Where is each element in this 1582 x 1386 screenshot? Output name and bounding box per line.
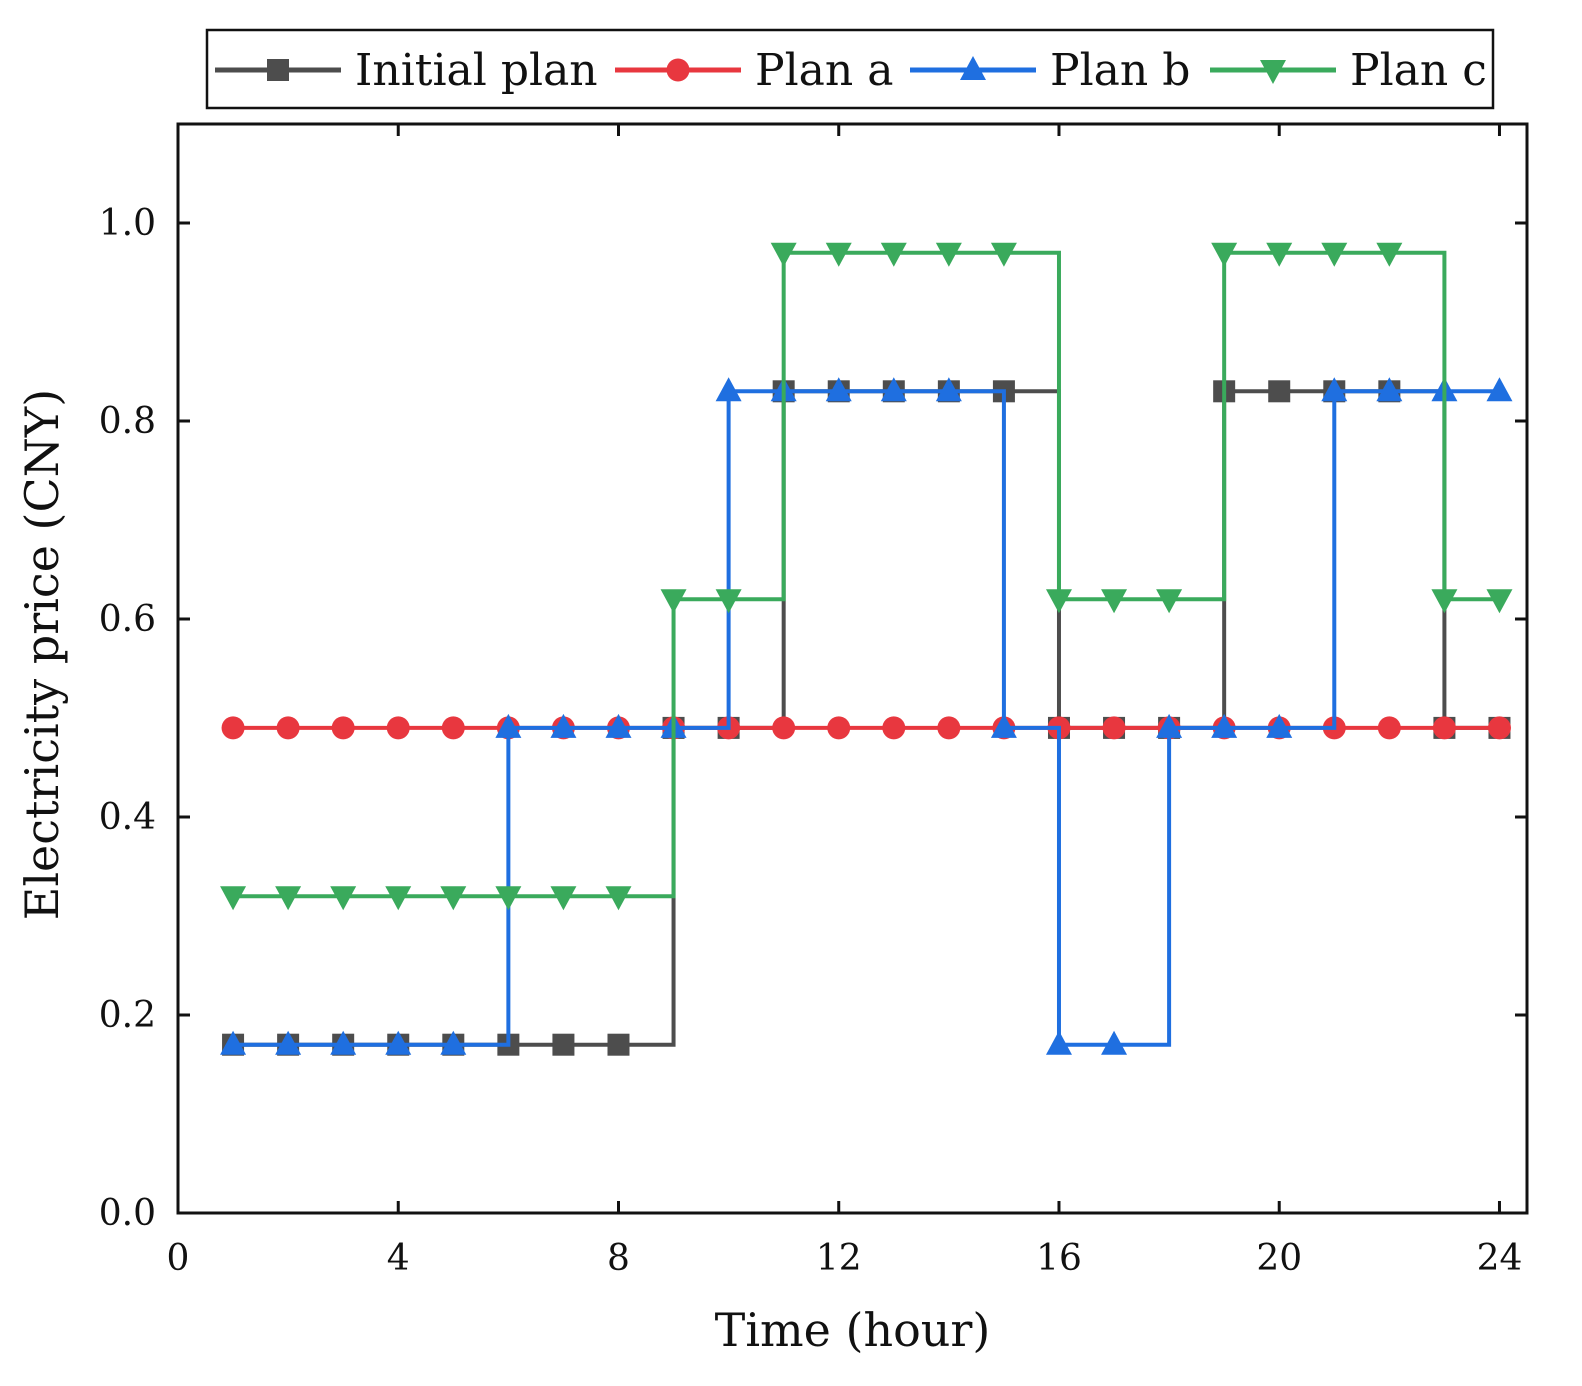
data-point bbox=[1487, 716, 1511, 740]
data-point bbox=[990, 242, 1017, 267]
y-axis-title: Electricity price (CNY) bbox=[15, 389, 69, 921]
data-point bbox=[827, 716, 851, 740]
data-point bbox=[715, 377, 742, 402]
y-tick-label: 0.8 bbox=[99, 401, 156, 442]
data-point bbox=[440, 886, 467, 911]
series-line bbox=[233, 389, 1500, 1047]
legend-item: Plan a bbox=[615, 45, 893, 96]
plot-frame bbox=[176, 122, 1529, 1215]
legend-marker bbox=[666, 58, 690, 82]
series-line bbox=[233, 389, 1500, 1047]
legend: Initial plan Plan a Plan b Plan c bbox=[205, 28, 1495, 110]
x-tick-label: 8 bbox=[607, 1238, 630, 1279]
data-point bbox=[1321, 242, 1348, 267]
data-point bbox=[1102, 716, 1126, 740]
data-point bbox=[1266, 242, 1293, 267]
data-point bbox=[1376, 242, 1403, 267]
x-tick-label: 24 bbox=[1477, 1238, 1523, 1279]
series-initial-plan bbox=[222, 380, 1511, 1056]
x-axis-title: Time (hour) bbox=[715, 1303, 991, 1357]
data-point bbox=[605, 886, 632, 911]
legend-marker bbox=[1260, 60, 1286, 84]
data-point bbox=[935, 377, 962, 402]
data-point bbox=[770, 242, 797, 267]
data-point bbox=[221, 716, 245, 740]
data-point bbox=[1211, 713, 1238, 738]
data-point bbox=[275, 1030, 302, 1055]
data-point bbox=[550, 886, 577, 911]
legend-label: Plan b bbox=[1050, 45, 1190, 96]
data-point bbox=[1377, 716, 1401, 740]
data-point bbox=[772, 716, 796, 740]
data-point bbox=[825, 242, 852, 267]
data-point bbox=[660, 589, 687, 614]
data-point bbox=[1156, 713, 1183, 738]
data-point bbox=[1045, 1030, 1072, 1055]
legend-item: Plan c bbox=[1210, 45, 1487, 96]
data-point bbox=[880, 242, 907, 267]
data-point bbox=[825, 377, 852, 402]
y-tick-label: 0.4 bbox=[99, 797, 156, 838]
y-tick-label: 0.2 bbox=[99, 995, 156, 1036]
data-point bbox=[937, 716, 961, 740]
legend-label: Initial plan bbox=[355, 45, 598, 96]
data-point bbox=[330, 1030, 357, 1055]
data-point bbox=[1101, 589, 1128, 614]
series-plan-b bbox=[220, 377, 1513, 1055]
data-point bbox=[552, 1033, 575, 1056]
data-point bbox=[550, 713, 577, 738]
data-point bbox=[880, 377, 907, 402]
data-point bbox=[1211, 242, 1238, 267]
legend-marker bbox=[960, 56, 986, 80]
data-point bbox=[1268, 380, 1291, 403]
data-point bbox=[605, 713, 632, 738]
x-tick-label: 20 bbox=[1256, 1238, 1302, 1279]
legend-item: Plan b bbox=[910, 45, 1190, 96]
data-point bbox=[495, 886, 522, 911]
data-point bbox=[276, 716, 300, 740]
data-point bbox=[1486, 377, 1513, 402]
y-tick-label: 0.0 bbox=[99, 1193, 156, 1234]
data-point bbox=[882, 716, 906, 740]
data-point bbox=[331, 716, 355, 740]
data-point bbox=[607, 1033, 630, 1056]
data-point bbox=[495, 713, 522, 738]
axes: 0 4 8 12 16 20 24 0.0 0.2 0.4 0.6 0.8 1.0 bbox=[99, 124, 1527, 1279]
data-point bbox=[715, 589, 742, 614]
data-point bbox=[1101, 1030, 1128, 1055]
x-tick-label: 4 bbox=[387, 1238, 410, 1279]
data-point bbox=[1266, 713, 1293, 738]
data-point bbox=[1376, 377, 1403, 402]
x-tick-label: 12 bbox=[816, 1238, 862, 1279]
data-point bbox=[935, 242, 962, 267]
legend-item: Initial plan bbox=[215, 45, 598, 96]
data-point bbox=[1321, 377, 1348, 402]
data-point bbox=[385, 1030, 412, 1055]
data-point bbox=[1045, 589, 1072, 614]
data-point bbox=[386, 716, 410, 740]
x-tick-label: 0 bbox=[167, 1238, 190, 1279]
data-point bbox=[1431, 589, 1458, 614]
data-point bbox=[220, 1030, 247, 1055]
data-point bbox=[1432, 716, 1456, 740]
data-point bbox=[1156, 589, 1183, 614]
x-tick-label: 16 bbox=[1036, 1238, 1082, 1279]
legend-marker bbox=[267, 59, 289, 81]
y-tick-label: 0.6 bbox=[99, 599, 156, 640]
data-point bbox=[330, 886, 357, 911]
legend-label: Plan c bbox=[1350, 45, 1487, 96]
y-tick-label: 1.0 bbox=[99, 203, 156, 244]
series-layer bbox=[220, 242, 1513, 1056]
series-line bbox=[233, 250, 1500, 899]
data-point bbox=[1486, 589, 1513, 614]
data-point bbox=[441, 716, 465, 740]
legend-label: Plan a bbox=[755, 45, 893, 96]
series-plan-c bbox=[220, 242, 1513, 911]
data-point bbox=[220, 886, 247, 911]
data-point bbox=[275, 886, 302, 911]
data-point bbox=[440, 1030, 467, 1055]
data-point bbox=[385, 886, 412, 911]
data-point bbox=[990, 713, 1017, 738]
